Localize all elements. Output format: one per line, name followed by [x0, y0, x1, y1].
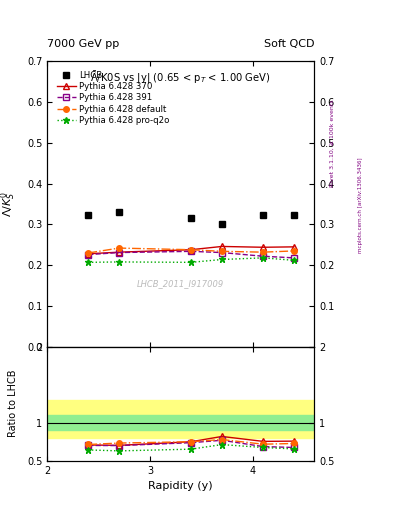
Text: LHCB_2011_I917009: LHCB_2011_I917009: [137, 280, 224, 288]
Y-axis label: Ratio to LHCB: Ratio to LHCB: [8, 370, 18, 437]
Text: mcplots.cern.ch [arXiv:1306.3436]: mcplots.cern.ch [arXiv:1306.3436]: [358, 157, 363, 252]
Text: $\bar{\Lambda}$/K0S vs |y| (0.65 < p$_T$ < 1.00 GeV): $\bar{\Lambda}$/K0S vs |y| (0.65 < p$_T$…: [90, 70, 271, 86]
Bar: [47, 415, 314, 431]
Text: Soft QCD: Soft QCD: [264, 38, 314, 49]
Text: 7000 GeV pp: 7000 GeV pp: [47, 38, 119, 49]
Legend: LHCB, Pythia 6.428 370, Pythia 6.428 391, Pythia 6.428 default, Pythia 6.428 pro: LHCB, Pythia 6.428 370, Pythia 6.428 391…: [54, 69, 172, 127]
Text: Rivet 3.1.10, ≥ 100k events: Rivet 3.1.10, ≥ 100k events: [330, 99, 335, 187]
X-axis label: Rapidity (y): Rapidity (y): [149, 481, 213, 491]
Y-axis label: $\bar{\Lambda}/K^0_S$: $\bar{\Lambda}/K^0_S$: [0, 191, 18, 217]
Bar: [47, 400, 314, 438]
